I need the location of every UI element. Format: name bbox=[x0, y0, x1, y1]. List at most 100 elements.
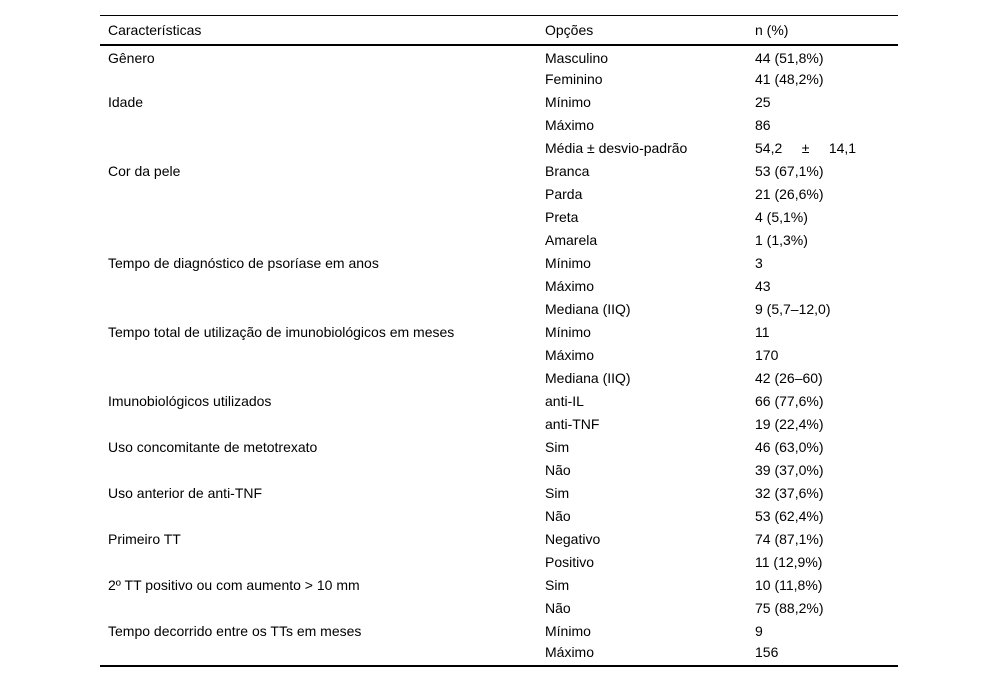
table-row: Primeiro TT Negativo 74 (87,1%) bbox=[100, 528, 898, 551]
cell-n: 32 (37,6%) bbox=[755, 485, 824, 501]
table-row: Feminino 41 (48,2%) bbox=[100, 68, 898, 91]
table-row: Uso anterior de anti-TNF Sim 32 (37,6%) bbox=[100, 482, 898, 505]
table-body: Gênero Masculino 44 (51,8%) Feminino 41 (48,… bbox=[100, 45, 898, 666]
table-row: Não 75 (88,2%) bbox=[100, 597, 898, 620]
cell-caracteristica bbox=[100, 229, 545, 252]
cell-caracteristica bbox=[100, 367, 545, 390]
table-header: Características Opções n (%) bbox=[100, 15, 898, 46]
cell-caracteristica: Tempo de diagnóstico de psoríase em anos bbox=[108, 255, 379, 271]
cell-n: 46 (63,0%) bbox=[755, 439, 824, 455]
cell-opcao: Masculino bbox=[545, 49, 609, 66]
table-row: Mediana (IIQ) 42 (26–60) bbox=[100, 367, 898, 390]
cell-caracteristica: 2º TT positivo ou com aumento > 10 mm bbox=[108, 577, 360, 593]
cell-n: 11 bbox=[755, 324, 770, 340]
cell-opcao: Mínimo bbox=[545, 255, 591, 271]
cell-n: 9 (5,7–12,0) bbox=[755, 301, 831, 317]
cell-caracteristica bbox=[100, 643, 545, 666]
cell-n: 156 bbox=[755, 643, 779, 660]
cell-opcao: Negativo bbox=[545, 531, 601, 547]
cell-n: 3 bbox=[755, 255, 763, 271]
table-row: Parda 21 (26,6%) bbox=[100, 183, 898, 206]
cell-opcao: Branca bbox=[545, 163, 590, 179]
cell-caracteristica: Uso concomitante de metotrexato bbox=[108, 439, 318, 455]
table-row: Máximo 170 bbox=[100, 344, 898, 367]
cell-n: 42 (26–60) bbox=[755, 370, 823, 386]
cell-opcao: Mediana (IIQ) bbox=[545, 301, 631, 317]
cell-n: 43 bbox=[755, 278, 771, 294]
cell-opcao: Máximo bbox=[545, 347, 595, 363]
cell-caracteristica bbox=[100, 344, 545, 367]
cell-opcao: Mínimo bbox=[545, 623, 591, 639]
cell-opcao: Preta bbox=[545, 209, 579, 225]
cell-n: 86 bbox=[755, 117, 771, 133]
cell-caracteristica: Gênero bbox=[108, 49, 155, 66]
characteristics-table: Características Opções n (%) Gênero Mascu… bbox=[100, 15, 898, 667]
cell-opcao: Máximo bbox=[545, 278, 595, 294]
cell-caracteristica: Uso anterior de anti-TNF bbox=[108, 485, 263, 501]
cell-opcao: Sim bbox=[545, 577, 570, 593]
table-row: Tempo de diagnóstico de psoríase em anos… bbox=[100, 252, 898, 275]
cell-caracteristica: Cor da pele bbox=[108, 163, 181, 179]
header-n-percent: n (%) bbox=[755, 15, 898, 46]
cell-caracteristica bbox=[100, 459, 545, 482]
table-row: Tempo total de utilização de imunobiológ… bbox=[100, 321, 898, 344]
table-row: anti-TNF 19 (22,4%) bbox=[100, 413, 898, 436]
table-row: Gênero Masculino 44 (51,8%) bbox=[100, 45, 898, 68]
cell-n: 25 bbox=[755, 94, 771, 110]
header-caracteristicas: Características bbox=[100, 15, 545, 46]
cell-n: 39 (37,0%) bbox=[755, 462, 824, 478]
table-row: Preta 4 (5,1%) bbox=[100, 206, 898, 229]
cell-caracteristica bbox=[100, 206, 545, 229]
cell-n: 75 (88,2%) bbox=[755, 600, 824, 616]
table-row: Máximo 86 bbox=[100, 114, 898, 137]
cell-opcao: Feminino bbox=[545, 71, 603, 87]
table-row: Máximo 43 bbox=[100, 275, 898, 298]
cell-opcao: Mínimo bbox=[545, 94, 591, 110]
table-row: Cor da pele Branca 53 (67,1%) bbox=[100, 160, 898, 183]
table-row: Não 39 (37,0%) bbox=[100, 459, 898, 482]
cell-opcao: Máximo bbox=[545, 643, 595, 660]
cell-n: 11 (12,9%) bbox=[755, 554, 823, 570]
cell-opcao: Sim bbox=[545, 485, 570, 501]
cell-n: 21 (26,6%) bbox=[755, 186, 824, 202]
cell-opcao: Não bbox=[545, 600, 571, 616]
cell-n: 9 bbox=[755, 623, 763, 639]
cell-opcao: Amarela bbox=[545, 232, 598, 248]
cell-opcao: Sim bbox=[545, 439, 570, 455]
table-row: Uso concomitante de metotrexato Sim 46 (63… bbox=[100, 436, 898, 459]
cell-opcao: Média ± desvio-padrão bbox=[545, 140, 688, 156]
table-row: Tempo decorrido entre os TTs em meses Mín… bbox=[100, 620, 898, 643]
cell-caracteristica: Primeiro TT bbox=[108, 531, 181, 547]
table-row: Imunobiológicos utilizados anti-IL 66 (77,… bbox=[100, 390, 898, 413]
cell-caracteristica bbox=[100, 183, 545, 206]
header-opcoes: Opções bbox=[545, 15, 755, 46]
table-row: Média ± desvio-padrão 54,2 ± 14,1 bbox=[100, 137, 898, 160]
cell-caracteristica: Tempo decorrido entre os TTs em meses bbox=[108, 623, 362, 639]
cell-caracteristica bbox=[100, 298, 545, 321]
cell-n: 10 (11,8%) bbox=[755, 577, 823, 593]
header-row: Características Opções n (%) bbox=[100, 15, 898, 46]
cell-n: 4 (5,1%) bbox=[755, 209, 808, 225]
characteristics-table-wrapper: Características Opções n (%) Gênero Mascu… bbox=[100, 15, 898, 667]
cell-caracteristica: Idade bbox=[108, 94, 144, 110]
cell-caracteristica bbox=[100, 551, 545, 574]
table-row: Não 53 (62,4%) bbox=[100, 505, 898, 528]
cell-caracteristica bbox=[100, 275, 545, 298]
cell-n: 170 bbox=[755, 347, 779, 363]
cell-opcao: Mínimo bbox=[545, 324, 591, 340]
cell-opcao: Parda bbox=[545, 186, 583, 202]
cell-n: 44 (51,8%) bbox=[755, 49, 824, 66]
cell-caracteristica: Imunobiológicos utilizados bbox=[108, 393, 272, 409]
cell-opcao: Não bbox=[545, 508, 571, 524]
cell-caracteristica bbox=[100, 413, 545, 436]
cell-n: 53 (67,1%) bbox=[755, 163, 824, 179]
cell-opcao: anti-TNF bbox=[545, 416, 600, 432]
table-row: Idade Mínimo 25 bbox=[100, 91, 898, 114]
cell-opcao: Positivo bbox=[545, 554, 595, 570]
cell-caracteristica bbox=[100, 68, 545, 91]
cell-n: 66 (77,6%) bbox=[755, 393, 824, 409]
table-row: Amarela 1 (1,3%) bbox=[100, 229, 898, 252]
cell-n: 53 (62,4%) bbox=[755, 508, 824, 524]
cell-n: 19 (22,4%) bbox=[755, 416, 824, 432]
cell-opcao: Mediana (IIQ) bbox=[545, 370, 631, 386]
